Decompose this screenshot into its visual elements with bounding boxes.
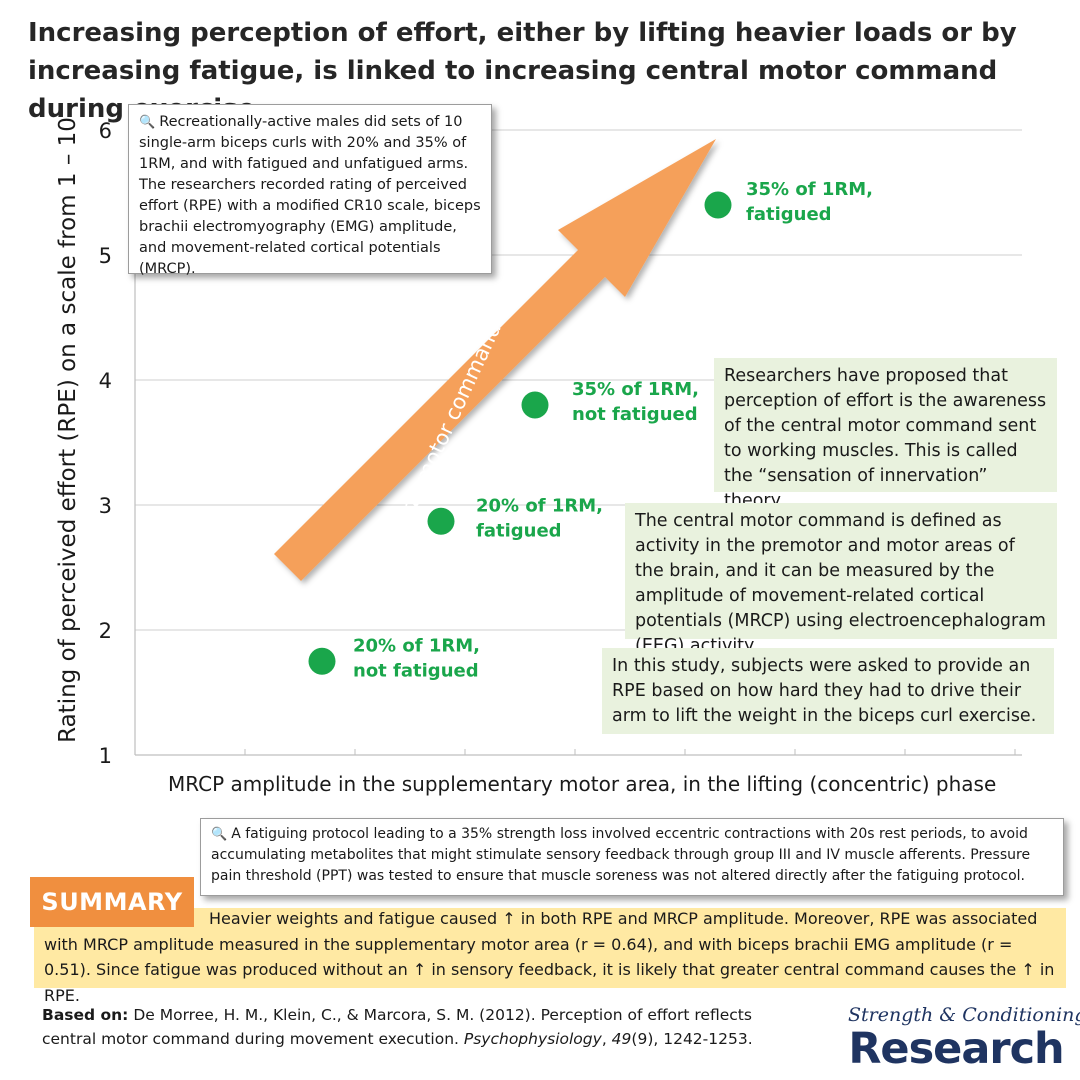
note-theory-text: Researchers have proposed that perceptio…: [724, 366, 1047, 511]
note-theory: Researchers have proposed that perceptio…: [714, 358, 1057, 511]
reference-rest: (9), 1242-1253.: [631, 1030, 753, 1048]
y-axis-label: Rating of perceived effort (RPE) on a sc…: [55, 117, 81, 743]
page-title: Increasing perception of effort, either …: [28, 18, 1017, 124]
data-point-label: 35% of 1RM,: [746, 179, 873, 200]
data-point: [308, 647, 336, 675]
magnifier-icon: 🔍: [211, 827, 228, 842]
y-tick-label: 1: [99, 744, 112, 768]
magnifier-icon: 🔍: [139, 115, 156, 130]
y-tick-label: 6: [99, 119, 112, 143]
data-point-label: not fatigued: [572, 404, 698, 425]
data-point: [427, 507, 455, 535]
logo-tagline: Strength & Conditioning: [848, 1004, 1080, 1026]
reference-sep: ,: [601, 1030, 612, 1048]
y-tick-label: 5: [99, 244, 112, 268]
y-tick-label: 4: [99, 369, 112, 393]
note-study-text: In this study, subjects were asked to pr…: [612, 656, 1037, 726]
x-axis-label: MRCP amplitude in the supplementary moto…: [168, 772, 997, 796]
data-point-label: 20% of 1RM,: [476, 495, 603, 516]
protocol-box: 🔍 A fatiguing protocol leading to a 35% s…: [200, 818, 1064, 896]
method-box: 🔍 Recreationally-active males did sets of…: [128, 104, 492, 277]
reference-volume: 49: [611, 1030, 632, 1048]
note-study: In this study, subjects were asked to pr…: [602, 648, 1054, 734]
reference-authors: De Morree, H. M., Klein, C., & Marcora, …: [42, 1006, 752, 1048]
protocol-text: A fatiguing protocol leading to a 35% st…: [211, 826, 1031, 884]
trend-arrow: [274, 139, 716, 581]
note-definition: The central motor command is defined as …: [625, 503, 1057, 656]
y-tick-label: 2: [99, 619, 112, 643]
data-point-label: 20% of 1RM,: [353, 635, 480, 656]
method-text: Recreationally-active males did sets of …: [139, 114, 481, 277]
data-point-label: fatigued: [746, 204, 832, 225]
logo-wordmark: Research: [848, 1024, 1064, 1074]
summary-text: Heavier weights and fatigue caused ↑ in …: [44, 909, 1055, 1005]
data-point: [521, 391, 549, 419]
reference-journal: Psychophysiology: [463, 1030, 602, 1048]
reference-prefix: Based on:: [42, 1006, 129, 1024]
reference: Based on: De Morree, H. M., Klein, C., &…: [42, 1003, 802, 1051]
summary-tag: SUMMARY: [30, 877, 194, 927]
note-definition-text: The central motor command is defined as …: [635, 511, 1046, 656]
data-point-label: fatigued: [476, 520, 562, 541]
data-point: [704, 191, 732, 219]
data-point-label: 35% of 1RM,: [572, 379, 699, 400]
y-tick-label: 3: [99, 494, 112, 518]
data-point-label: not fatigued: [353, 660, 479, 681]
summary-band: [34, 908, 1066, 988]
